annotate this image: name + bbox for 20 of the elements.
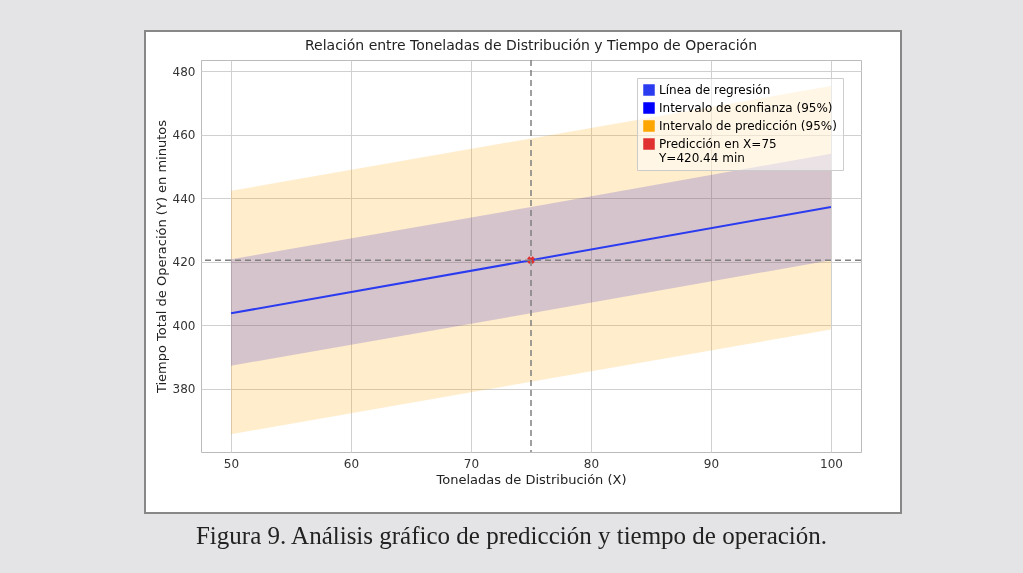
x-tick-label: 100 — [820, 456, 843, 471]
legend-label: Intervalo de confianza (95%) — [659, 101, 833, 115]
x-tick-label: 80 — [583, 456, 600, 471]
y-axis-title: Tiempo Total de Operación (Y) en minutos — [153, 119, 169, 395]
y-tick-label: 380 — [172, 382, 196, 397]
x-tick-label: 60 — [343, 456, 360, 471]
y-tick-label: 440 — [172, 191, 196, 206]
x-tick-label: 50 — [223, 456, 240, 471]
y-tick-label: 460 — [172, 128, 196, 143]
chart-title: Relación entre Toneladas de Distribución y Tiempo de Operación — [304, 37, 758, 54]
legend-label: Intervalo de predicción (95%) — [659, 119, 837, 133]
text: Figura 9. Análisis gráfico de predicción y tiempo de operación. — [194, 522, 829, 550]
y-tick-label: 400 — [172, 318, 196, 333]
legend-label: Línea de regresión — [659, 83, 771, 97]
x-tick-label: 90 — [703, 456, 720, 471]
x-tick-label: 70 — [463, 456, 480, 471]
legend-label: Predicción en X=75 Y=420.44 min — [658, 137, 777, 165]
x-axis-title: Toneladas de Distribución (X) — [435, 471, 627, 487]
y-tick-label: 480 — [172, 64, 196, 79]
y-tick-label: 420 — [172, 255, 196, 270]
